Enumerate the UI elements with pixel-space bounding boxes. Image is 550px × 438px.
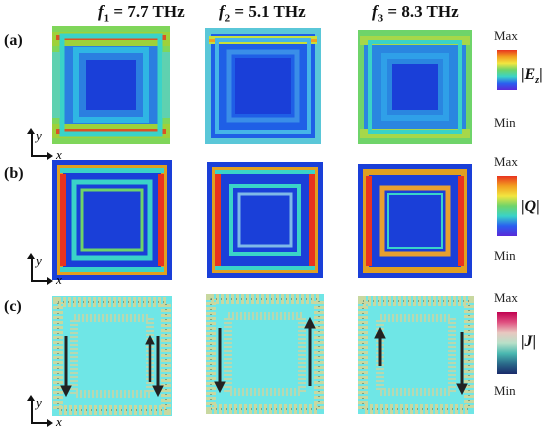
colorbar-max-label-c: Max xyxy=(494,290,518,305)
colorbar-min-label-a: Min xyxy=(494,115,516,130)
q-charge-map-f2 xyxy=(207,162,323,278)
axis-y-label: y xyxy=(36,253,42,268)
ez-field-map-f3 xyxy=(358,30,472,144)
column-title-f2: f2 = 5.1 THz xyxy=(219,2,306,25)
q-charge-map-f1 xyxy=(52,160,172,280)
j-current-map-f1 xyxy=(52,296,172,416)
axis-x-label: x xyxy=(56,272,62,287)
ez-field-map-f1 xyxy=(52,26,170,144)
colorbar-jet-a xyxy=(497,50,517,90)
xy-axes-c: y x xyxy=(27,395,68,435)
xy-axes-a: y x xyxy=(27,128,68,168)
colorbar-quantity-q: |Q| xyxy=(521,198,540,215)
j-current-map-f2 xyxy=(206,294,324,414)
ez-field-map-f2 xyxy=(205,28,321,144)
colorbar-max-label-b: Max xyxy=(494,154,518,169)
colorbar-max-label-a: Max xyxy=(494,28,518,43)
colorbar-min-label-b: Min xyxy=(494,248,516,263)
row-label-c: (c) xyxy=(4,298,22,315)
colorbar-jet-b xyxy=(497,176,517,236)
row-label-a: (a) xyxy=(4,32,23,49)
row-label-b: (b) xyxy=(4,165,24,182)
q-charge-map-f3 xyxy=(358,164,472,278)
column-title-f3: f3 = 8.3 THz xyxy=(372,2,459,25)
axis-x-label: x xyxy=(56,414,62,429)
colorbar-min-label-c: Min xyxy=(494,383,516,398)
axis-x-label: x xyxy=(56,147,62,162)
colorbar-quantity-ez: |Ez| xyxy=(521,66,543,87)
axis-y-label: y xyxy=(36,395,42,410)
xy-axes-b: y x xyxy=(27,253,68,293)
column-title-f1: f1 = 7.7 THz xyxy=(98,2,185,25)
colorbar-j xyxy=(497,312,517,374)
j-current-map-f3 xyxy=(358,296,474,414)
axis-y-label: y xyxy=(36,128,42,143)
colorbar-quantity-j: |J| xyxy=(521,333,537,350)
